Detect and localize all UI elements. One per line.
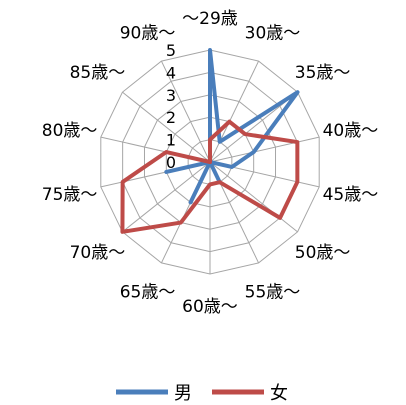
category-label-12: 85歳～ [70,63,126,83]
tick-label-3: 3 [166,86,176,105]
category-label-11: 80歳～ [42,121,98,141]
grid-spoke-1 [209,60,260,163]
grid-spoke-13 [160,60,211,163]
category-label-2: 35歳～ [295,63,351,83]
grid-spoke-9 [122,161,211,233]
tick-label-1: 1 [166,131,176,150]
category-label-9: 70歳～ [70,243,126,263]
category-label-13: 90歳～ [120,23,176,43]
grid-spoke-5 [209,161,298,233]
category-label-3: 40歳～ [323,121,379,141]
series-line-female [120,119,300,234]
category-label-8: 65歳～ [120,283,176,303]
tick-label-4: 4 [166,63,176,82]
radial-tick-labels: 0 1 2 3 4 5 [166,41,176,172]
grid-spoke-12 [122,91,211,163]
category-labels: ～29歳 30歳～ 35歳～ 40歳～ 45歳～ 50歳～ 55歳～ 60歳～ 65歳～ 70歳～… [42,9,378,317]
category-label-6: 55歳～ [245,283,301,303]
category-label-4: 45歳～ [323,185,379,205]
legend: 男女 [116,383,288,404]
category-label-10: 75歳～ [42,185,98,205]
tick-label-2: 2 [166,108,176,127]
category-label-0: ～29歳 [182,9,238,29]
category-label-1: 30歳～ [245,23,301,43]
tick-label-5: 5 [166,41,176,60]
legend-label-female: 女 [270,383,288,404]
radar-series [120,48,300,234]
category-label-7: 60歳～ [182,297,238,317]
category-label-5: 50歳～ [295,243,351,263]
legend-label-male: 男 [174,383,192,404]
grid-spoke-3 [209,136,320,163]
tick-label-0: 0 [166,153,176,172]
